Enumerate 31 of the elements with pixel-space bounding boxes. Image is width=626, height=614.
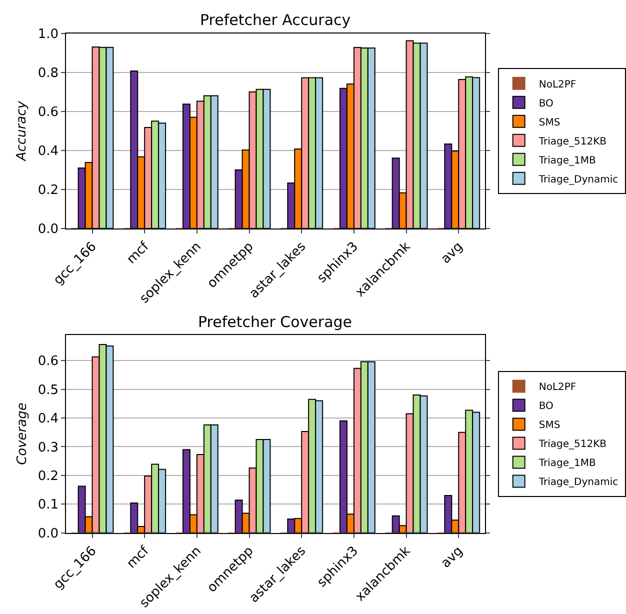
chart-title: Prefetcher Coverage xyxy=(198,313,352,331)
legend-label: Triage_512KB xyxy=(538,136,607,148)
y-tick-label: 0.5 xyxy=(38,382,58,398)
legend-label: Triage_512KB xyxy=(538,439,607,450)
y-tick-label: 0.0 xyxy=(38,222,58,237)
y-tick-label: 0.4 xyxy=(38,412,58,427)
y-axis-title: Coverage xyxy=(14,402,30,465)
y-tick-label: 0.4 xyxy=(38,144,58,159)
legend-label: Triage_Dynamic xyxy=(538,174,618,186)
chart-title: Prefetcher Accuracy xyxy=(200,11,351,29)
y-tick-label: 0.2 xyxy=(38,182,58,198)
legend-label: NoL2PF xyxy=(538,79,576,90)
y-tick-label: 0.3 xyxy=(38,440,58,456)
legend-label: SMS xyxy=(538,117,560,128)
legend-label: BO xyxy=(538,401,554,412)
legend-label: Triage_Dynamic xyxy=(538,477,618,488)
y-tick-label: 0.6 xyxy=(38,104,58,120)
y-tick-label: 1.0 xyxy=(38,26,58,42)
y-tick-label: 0.2 xyxy=(38,468,58,484)
legend-label: BO xyxy=(538,98,554,110)
legend-label: Triage_1MB xyxy=(538,458,596,470)
y-tick-label: 0.1 xyxy=(38,498,58,513)
y-tick-label: 0.6 xyxy=(38,354,58,370)
x-tick-label: avg xyxy=(438,239,466,267)
legend-label: SMS xyxy=(538,420,560,432)
legend-label: Triage_1MB xyxy=(538,155,596,166)
y-tick-label: 0.0 xyxy=(38,526,58,542)
x-tick-label: avg xyxy=(438,544,466,572)
y-axis-title: Accuracy xyxy=(14,100,30,162)
y-tick-label: 0.8 xyxy=(38,66,58,81)
legend-label: NoL2PF xyxy=(538,382,576,394)
